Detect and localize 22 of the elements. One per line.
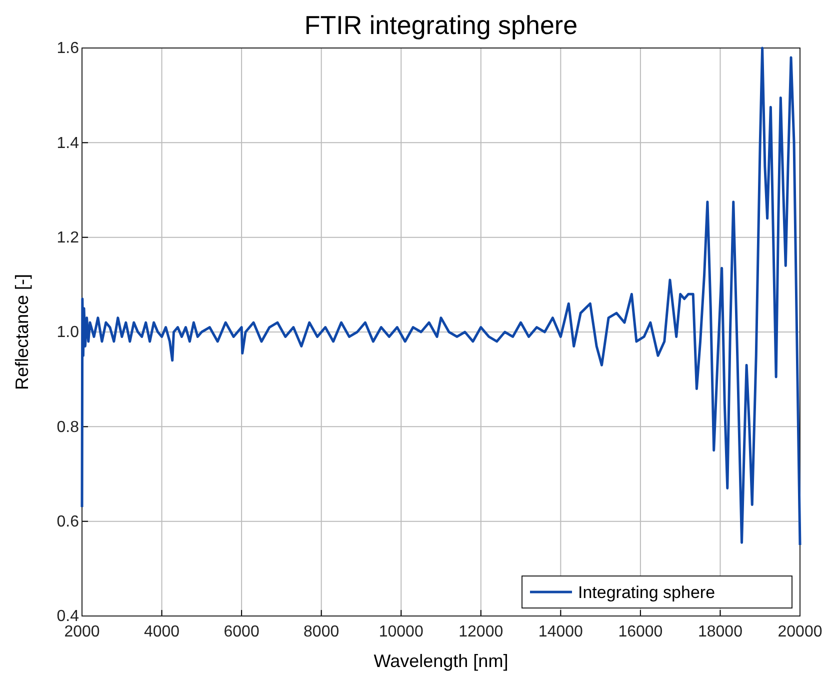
x-tick-label: 10000: [378, 624, 424, 641]
x-axis-title: Wavelength [nm]: [374, 651, 508, 671]
y-tick-label: 1.4: [56, 134, 80, 152]
y-tick-label: 0.4: [56, 608, 80, 626]
chart-title: FTIR integrating sphere: [304, 10, 578, 40]
y-tick-label: 0.8: [56, 418, 80, 436]
y-axis-title: Reflectance [-]: [12, 274, 32, 390]
line-series: [80, 46, 802, 546]
y-tick-label: 1.0: [56, 324, 80, 342]
x-tick-label: 18000: [698, 624, 743, 641]
y-tick-label: 1.6: [56, 40, 80, 58]
x-tick-label: 8000: [304, 624, 340, 641]
x-tick-label: 12000: [458, 624, 504, 641]
x-tick-label: 14000: [538, 624, 584, 641]
legend-label: Integrating sphere: [578, 583, 716, 602]
x-tick-label: 2000: [64, 624, 100, 641]
x-tick-label: 16000: [618, 624, 663, 641]
x-tick-label: 4000: [144, 624, 180, 641]
x-tick-label: 6000: [224, 624, 260, 641]
x-tick-label: 20000: [778, 624, 822, 641]
y-tick-label: 0.6: [56, 513, 80, 530]
y-tick-label: 1.2: [56, 229, 80, 246]
